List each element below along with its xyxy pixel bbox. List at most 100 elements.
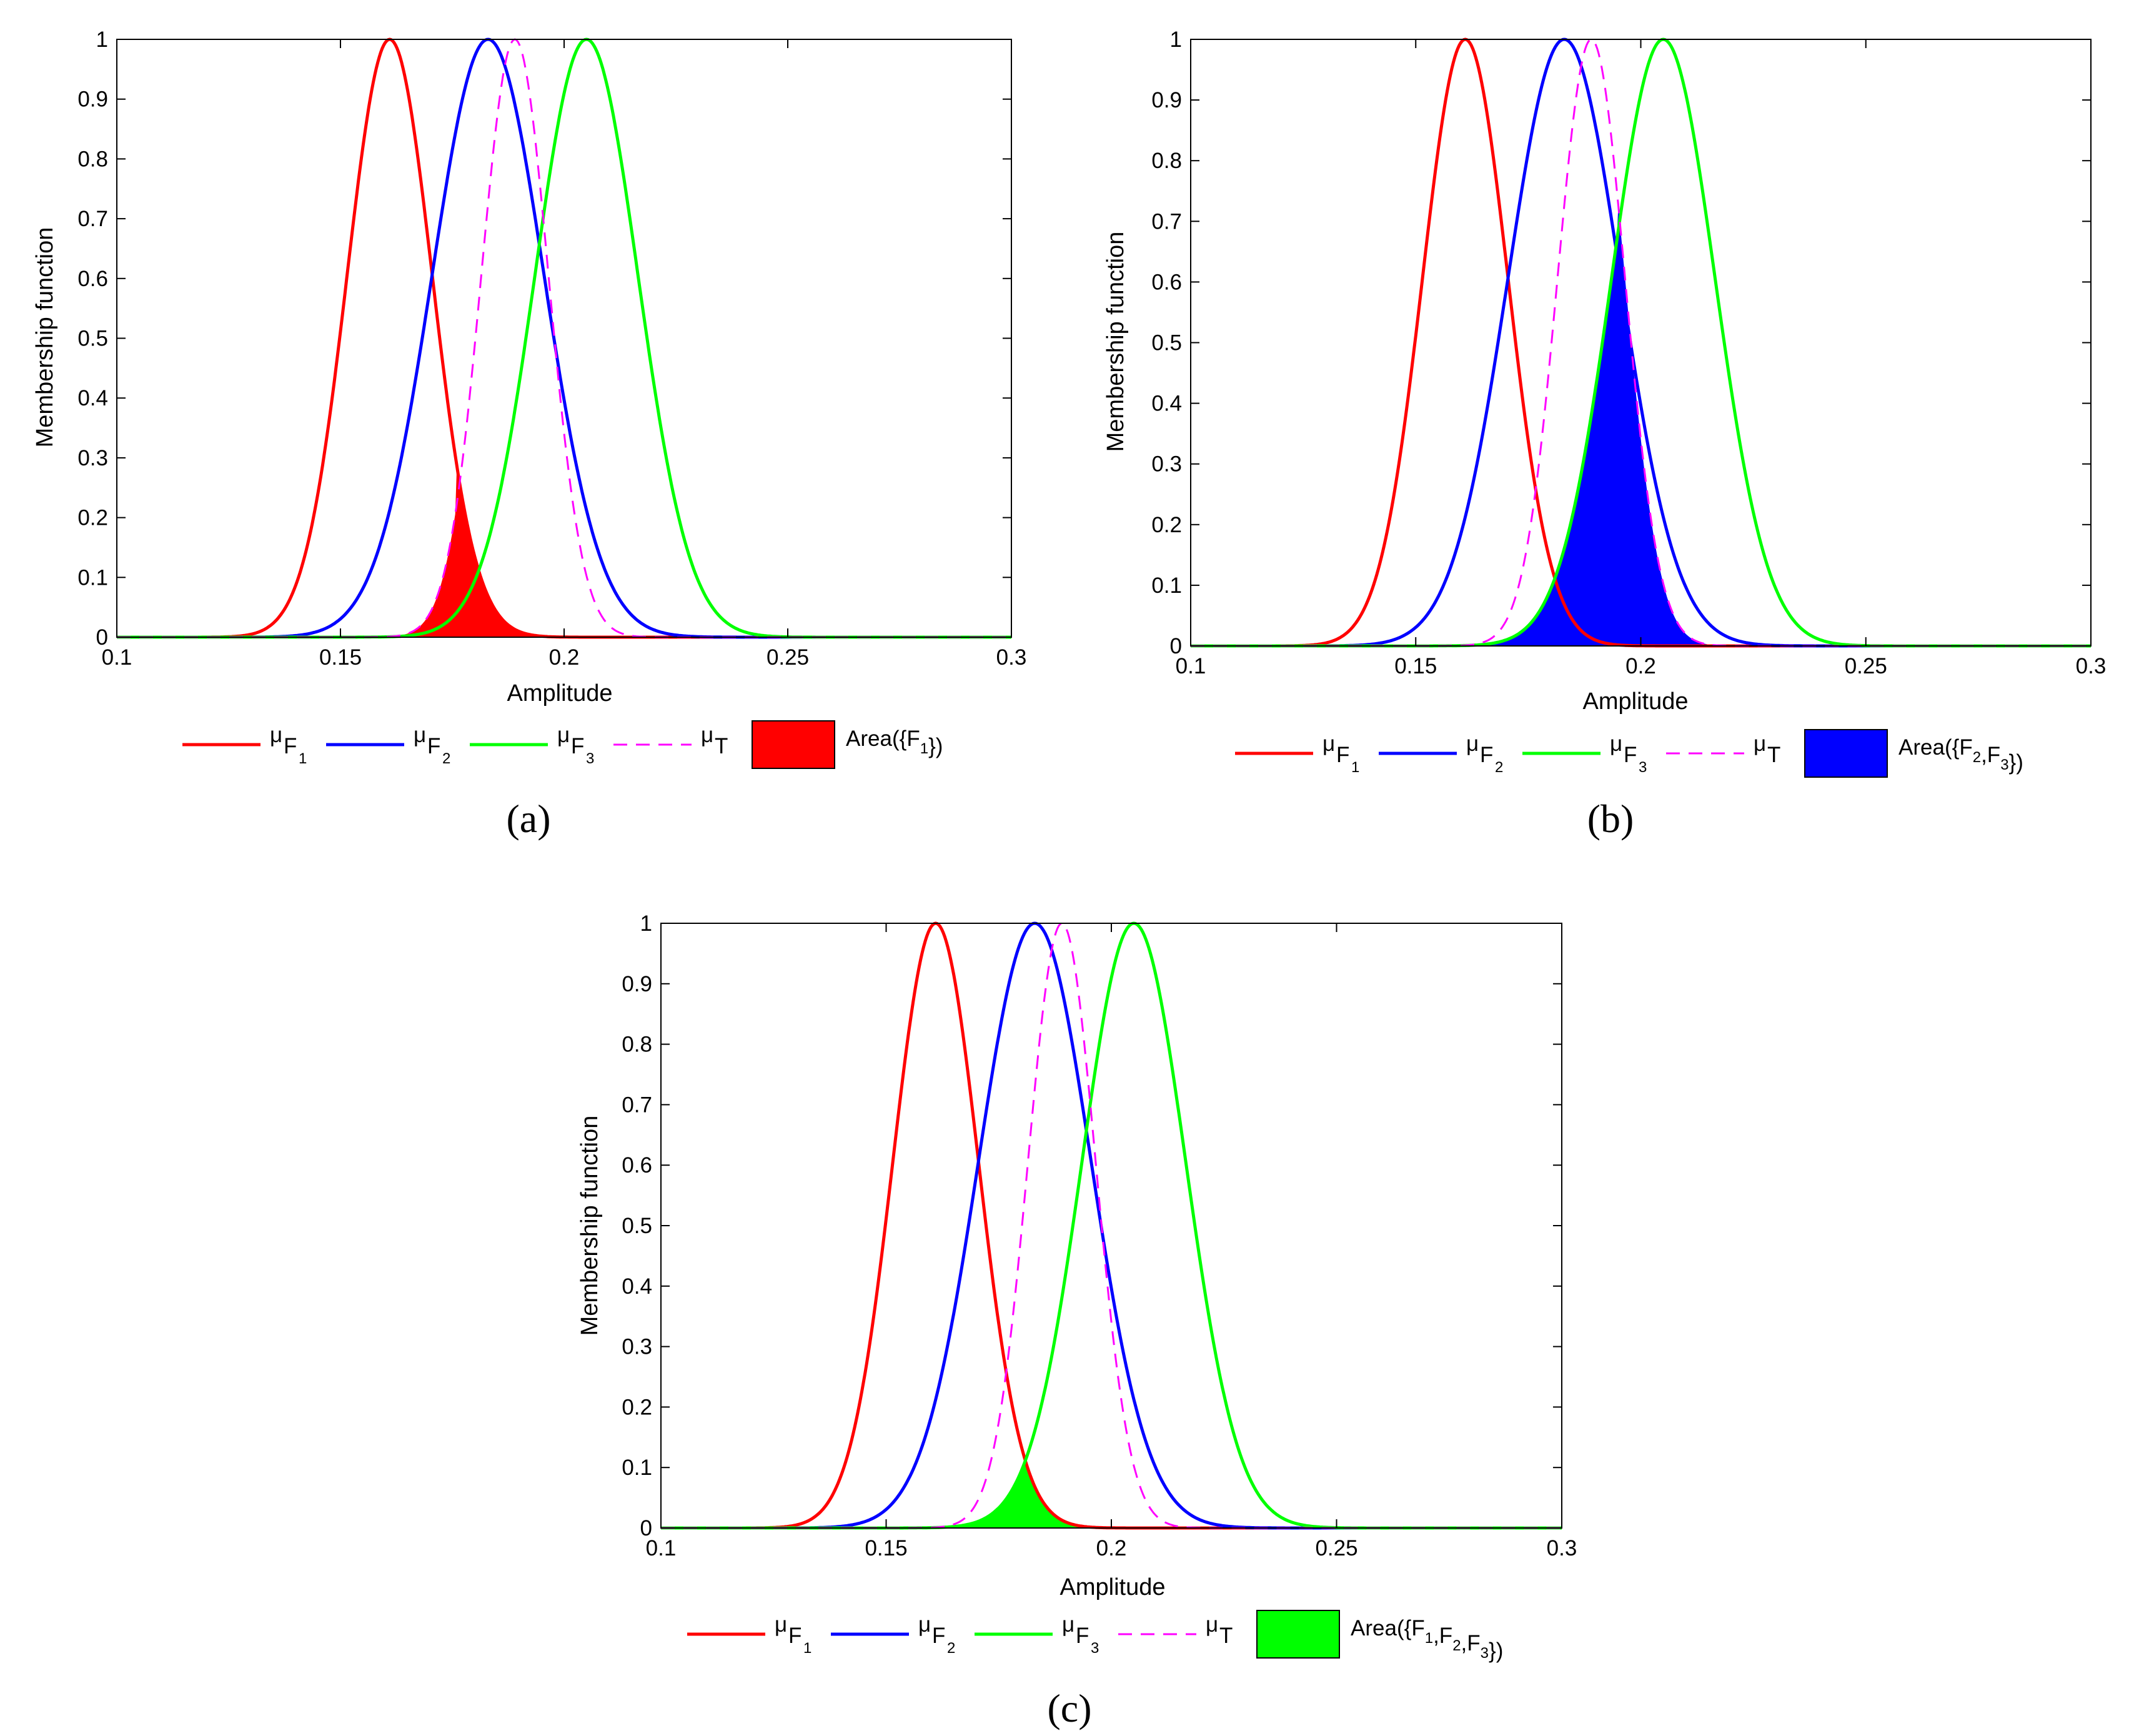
y-tick-label-a: 0.2 xyxy=(77,506,108,530)
legend-area-text: a xyxy=(1932,735,1945,760)
y-tick-label-b: 0.2 xyxy=(1151,513,1182,537)
legend-label-f2-a: μ xyxy=(414,723,426,747)
legend-area-index: 2 xyxy=(1973,749,1981,766)
legend-label-t-b: μ xyxy=(1754,732,1766,756)
legend-area-text: r xyxy=(1365,1616,1372,1640)
plot-background-c xyxy=(661,923,1562,1528)
x-tick-label-a: 0.1 xyxy=(102,645,132,670)
legend-area-index: 3 xyxy=(1481,1645,1489,1662)
panel-b: 0.1 0.15 0.2 0.25 0.300.10.20.30.40.50.60.70… xyxy=(1103,27,2106,841)
legend-sub-f3-c: F xyxy=(1076,1624,1089,1648)
legend-area-text: ( xyxy=(1945,735,1952,760)
legend-sub-f1-b: F xyxy=(1336,743,1349,767)
shaded-area-a xyxy=(362,466,1011,637)
legend-area-text: ) xyxy=(1496,1639,1504,1663)
legend-b: μ F1μ F2μ F3μ T Area({F2,F3}) xyxy=(1235,729,2023,778)
y-tick-label-c: 0.3 xyxy=(622,1335,652,1359)
y-tick-label-c: 0.8 xyxy=(622,1033,652,1057)
legend-label-t-c: μ xyxy=(1206,1612,1218,1637)
legend-area-text: { xyxy=(900,727,907,751)
legend-index-f1-b: 1 xyxy=(1351,759,1359,776)
panel-label-a: (a) xyxy=(506,796,550,841)
x-tick-label-b: 0.1 xyxy=(1176,654,1206,678)
legend-label-f2-c: μ xyxy=(918,1612,931,1637)
plot-area-a: 0.1 0.15 0.2 0.25 0.300.10.20.30.40.50.60.70… xyxy=(77,27,1026,670)
panel-label-b: (b) xyxy=(1587,796,1634,841)
legend-area-text: A xyxy=(1898,735,1913,760)
x-tick-label-a: 0.15 xyxy=(319,645,362,670)
x-tick-label-b: 0.25 xyxy=(1845,654,1887,678)
legend-area-text: r xyxy=(1913,735,1920,760)
y-tick-label-b: 0.1 xyxy=(1151,573,1182,598)
legend-area-text: ( xyxy=(892,727,900,751)
legend-area-text: , xyxy=(1461,1631,1467,1655)
legend-area-label-c: Area({F1,F2,F3}) xyxy=(1351,1616,1503,1663)
y-tick-label-a: 0.3 xyxy=(77,446,108,470)
x-tick-label-a: 0.3 xyxy=(996,645,1027,670)
legend-area-text: , xyxy=(1981,743,1987,767)
y-tick-label-c: 0 xyxy=(640,1516,652,1540)
x-tick-label-a: 0.25 xyxy=(767,645,809,670)
y-tick-label-b: 0.4 xyxy=(1151,392,1182,416)
legend-sub-f1-a: F xyxy=(284,734,297,758)
legend-sub-t-b: T xyxy=(1767,743,1780,767)
plot-area-c: 0.1 0.15 0.2 0.25 0.300.10.20.30.40.50.60.70… xyxy=(622,911,1577,1560)
legend-index-f3-c: 3 xyxy=(1091,1640,1099,1657)
legend-area-text: { xyxy=(1952,735,1960,760)
legend-c: μ F1μ F2μ F3μ T Area({F1,F2,F3}) xyxy=(687,1610,1503,1663)
panel-a: 0.1 0.15 0.2 0.25 0.300.10.20.30.40.50.60.70… xyxy=(32,27,1026,841)
legend-area-swatch-b xyxy=(1804,729,1888,778)
y-tick-label-a: 0.7 xyxy=(77,207,108,231)
legend-sub-f3-a: F xyxy=(571,734,584,758)
y-tick-label-a: 0 xyxy=(96,625,108,650)
legend-area-index: 3 xyxy=(2000,756,2008,773)
y-tick-label-b: 0.5 xyxy=(1151,331,1182,355)
legend-area-text: } xyxy=(2009,750,2017,775)
legend-area-text: A xyxy=(846,727,861,751)
y-tick-label-a: 0.9 xyxy=(77,87,108,112)
y-tick-label-b: 0 xyxy=(1170,634,1182,658)
legend-label-f1-c: μ xyxy=(775,1612,787,1637)
y-tick-label-a: 1 xyxy=(96,27,108,52)
y-tick-label-c: 0.5 xyxy=(622,1214,652,1238)
legend-label-f3-c: μ xyxy=(1062,1612,1074,1637)
legend-index-f2-b: 2 xyxy=(1495,759,1503,776)
legend-area-text: A xyxy=(1351,1616,1366,1640)
panel-label-c: (c) xyxy=(1047,1686,1091,1730)
legend-area-text: e xyxy=(868,727,880,751)
y-tick-label-b: 1 xyxy=(1170,27,1182,52)
y-tick-label-c: 0.7 xyxy=(622,1093,652,1117)
legend-index-f3-b: 3 xyxy=(1639,759,1647,776)
x-tick-label-c: 0.2 xyxy=(1096,1536,1127,1560)
x-tick-label-c: 0.15 xyxy=(865,1536,907,1560)
y-axis-label-c: Membership function xyxy=(577,1116,603,1336)
x-tick-label-a: 0.2 xyxy=(549,645,580,670)
legend-area-index: 1 xyxy=(1425,1630,1433,1647)
legend-area-text: a xyxy=(1384,1616,1397,1640)
legend-index-f1-a: 1 xyxy=(299,750,307,767)
y-tick-label-c: 0.6 xyxy=(622,1153,652,1178)
x-axis-label-c: Amplitude xyxy=(1060,1574,1166,1600)
y-tick-label-b: 0.6 xyxy=(1151,270,1182,294)
legend-area-text: } xyxy=(928,734,936,758)
legend-sub-t-a: T xyxy=(715,734,728,758)
legend-label-f3-b: μ xyxy=(1610,732,1622,756)
legend-area-index: 2 xyxy=(1452,1637,1461,1654)
y-tick-label-c: 0.4 xyxy=(622,1274,652,1299)
legend-label-f1-b: μ xyxy=(1323,732,1335,756)
y-tick-label-c: 1 xyxy=(640,911,652,936)
legend-area-label-b: Area({F2,F3}) xyxy=(1898,735,2023,775)
legend-area-text: F xyxy=(1987,743,2000,767)
legend-sub-f2-b: F xyxy=(1480,743,1493,767)
y-tick-label-a: 0.6 xyxy=(77,267,108,291)
y-tick-label-a: 0.5 xyxy=(77,327,108,351)
y-tick-label-a: 0.1 xyxy=(77,565,108,590)
legend-index-f2-c: 2 xyxy=(947,1640,955,1657)
legend-area-text: { xyxy=(1404,1616,1412,1640)
legend-area-text: F xyxy=(1439,1624,1452,1648)
legend-area-text: ) xyxy=(2016,750,2023,775)
x-axis-label-b: Amplitude xyxy=(1583,688,1689,715)
legend-area-swatch-c xyxy=(1256,1610,1340,1659)
legend-area-text: ( xyxy=(1397,1616,1404,1640)
